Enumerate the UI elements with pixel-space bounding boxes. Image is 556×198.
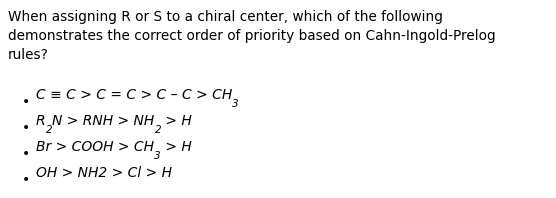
Text: 3: 3 — [232, 99, 239, 109]
Text: OH > NH2 > Cl > H: OH > NH2 > Cl > H — [36, 166, 172, 180]
Text: •: • — [22, 173, 30, 187]
Text: When assigning R or S to a chiral center, which of the following: When assigning R or S to a chiral center… — [8, 10, 443, 24]
Text: > H: > H — [161, 114, 192, 128]
Text: 2: 2 — [155, 125, 161, 135]
Text: demonstrates the correct order of priority based on Cahn-Ingold-Prelog: demonstrates the correct order of priori… — [8, 29, 495, 43]
Text: •: • — [22, 121, 30, 135]
Text: 3: 3 — [154, 151, 161, 161]
Text: R: R — [36, 114, 46, 128]
Text: > H: > H — [161, 140, 191, 154]
Text: N > RNH > NH: N > RNH > NH — [52, 114, 155, 128]
Text: •: • — [22, 147, 30, 161]
Text: Br > COOH > CH: Br > COOH > CH — [36, 140, 154, 154]
Text: rules?: rules? — [8, 48, 49, 62]
Text: •: • — [22, 95, 30, 109]
Text: C ≡ C > C = C > C – C > CH: C ≡ C > C = C > C – C > CH — [36, 88, 232, 102]
Text: 2: 2 — [46, 125, 52, 135]
